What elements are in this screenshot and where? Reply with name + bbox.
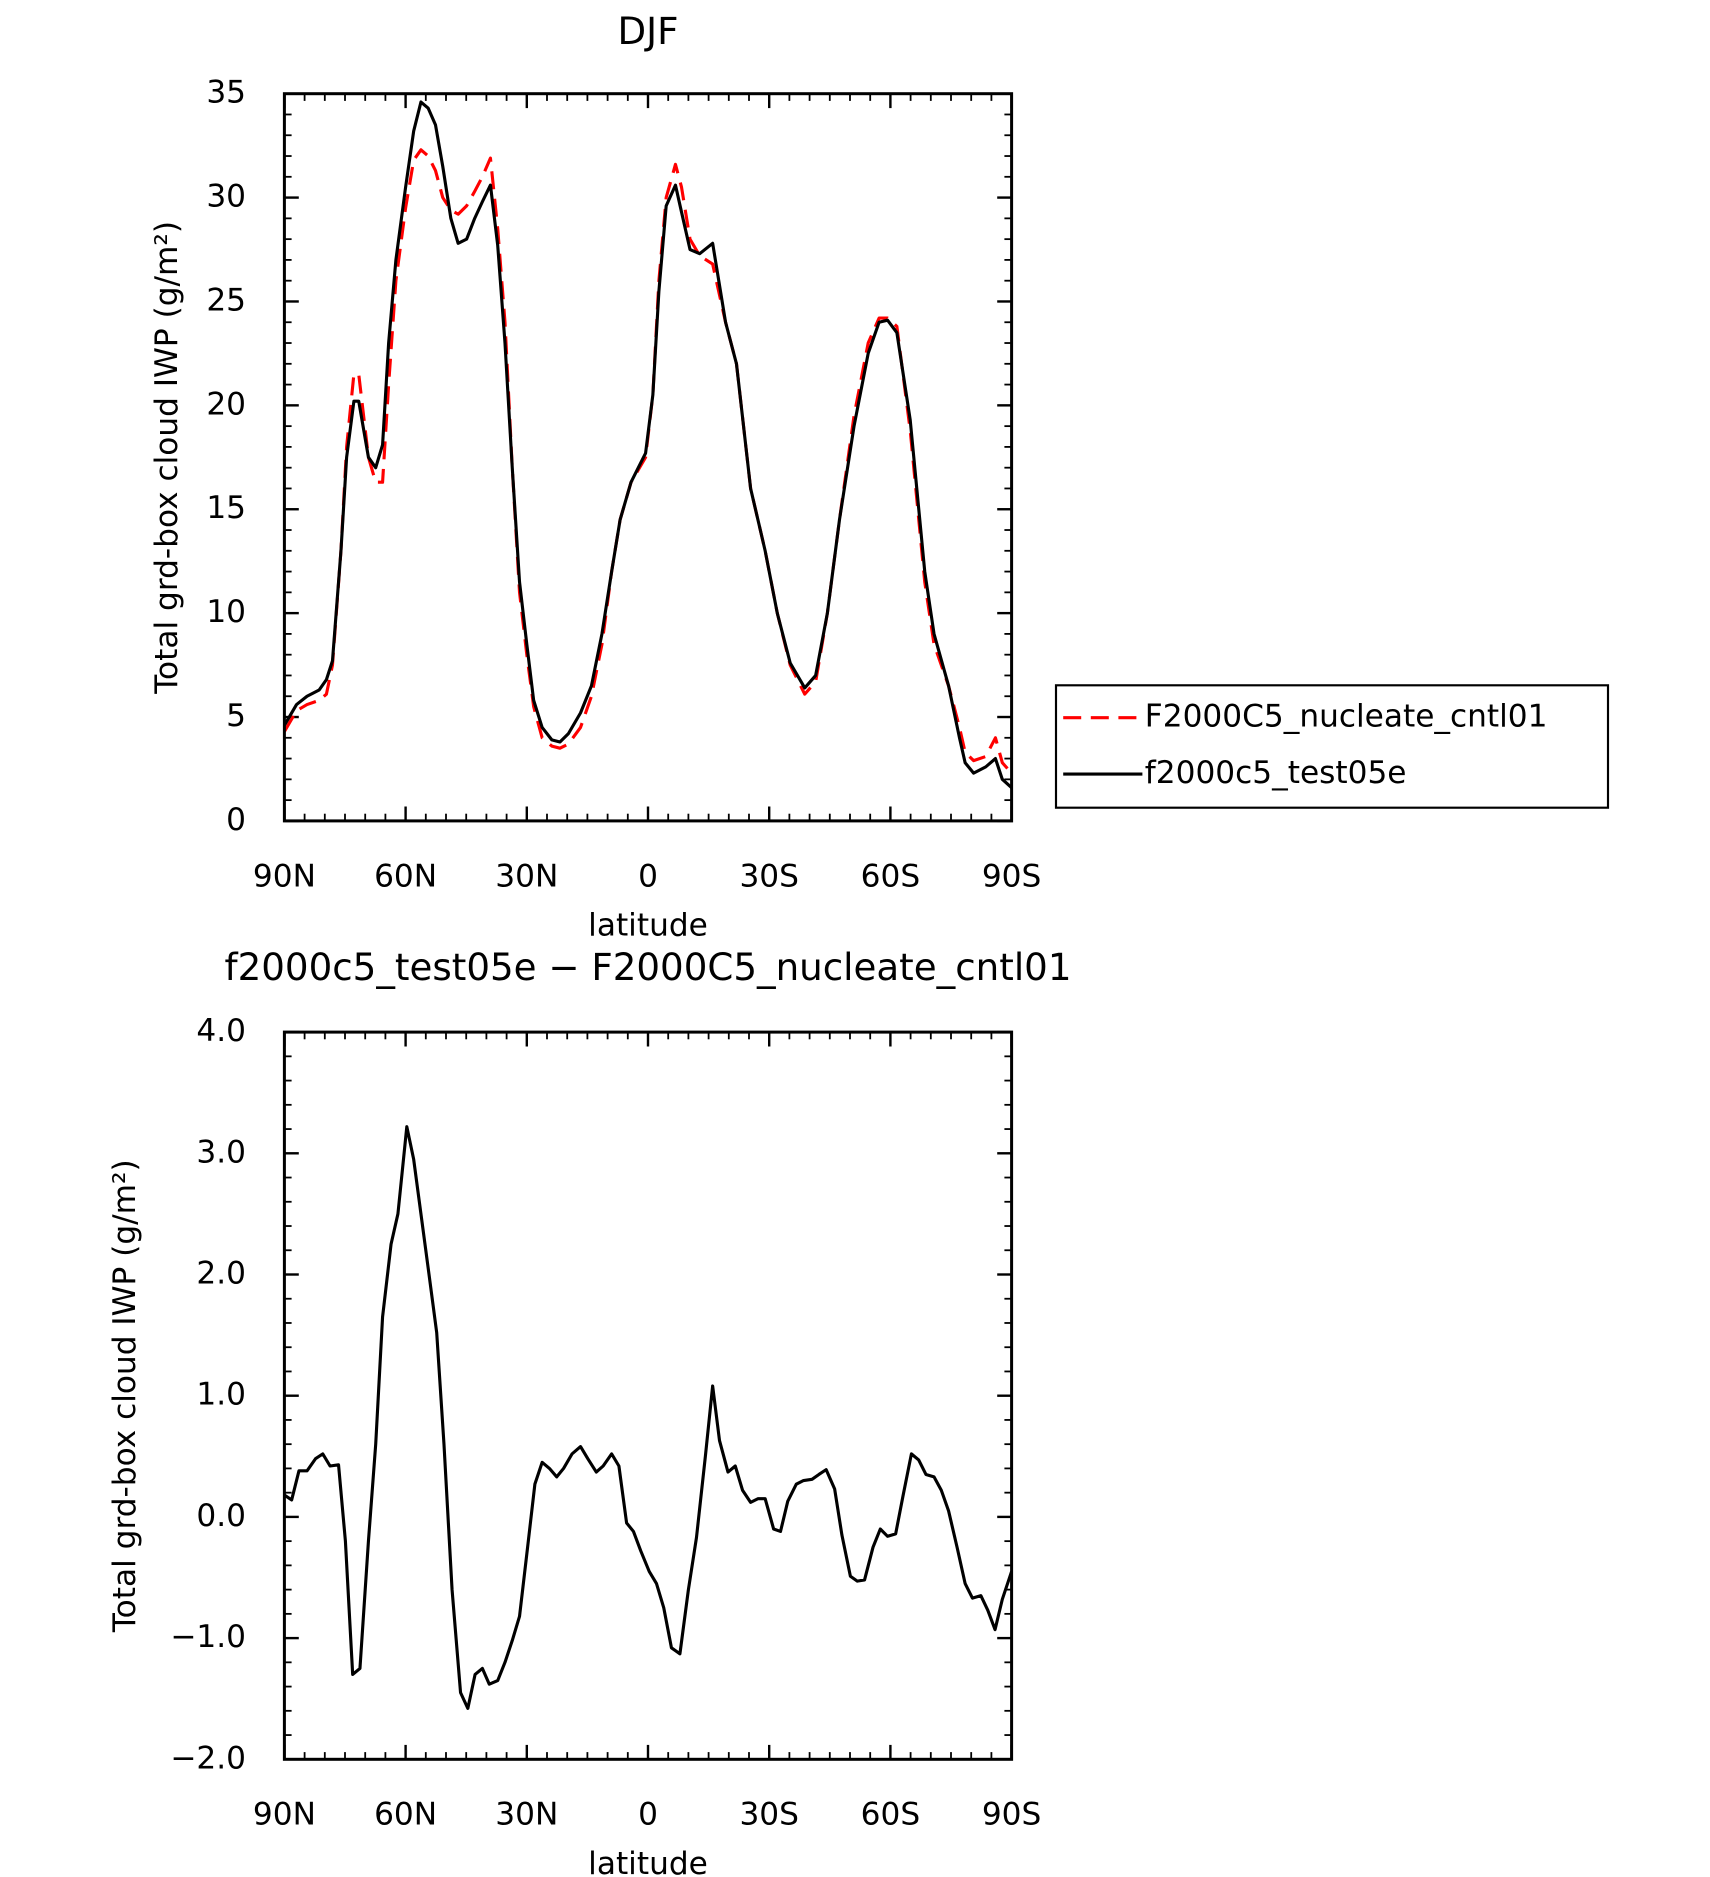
y-tick-label: 20 (206, 386, 246, 422)
x-tick-label: 60N (374, 858, 437, 894)
y-tick-label: 0.0 (196, 1498, 246, 1534)
y-tick-label: 3.0 (196, 1134, 246, 1170)
x-tick-label: 30N (495, 1797, 558, 1833)
y-tick-label: 0 (226, 802, 246, 838)
x-tick-label: 60N (374, 1797, 437, 1833)
x-tick-label: 60S (861, 1797, 920, 1833)
y-tick-label: −2.0 (170, 1740, 246, 1776)
x-tick-label: 90N (253, 1797, 316, 1833)
y-tick-label: 10 (206, 594, 246, 630)
x-axis-label: latitude (588, 1846, 708, 1877)
y-tick-label: 2.0 (196, 1256, 246, 1292)
x-tick-label: 30N (495, 858, 558, 894)
y-tick-label: 4.0 (196, 1013, 246, 1049)
x-tick-label: 90N (253, 858, 316, 894)
legend-label: f2000c5_test05e (1145, 755, 1407, 791)
y-axis-label: Total grd-box cloud IWP (g/m²) (149, 221, 185, 695)
x-tick-label: 90S (982, 858, 1041, 894)
data-line (283, 1125, 1014, 1710)
y-tick-label: 30 (206, 179, 246, 215)
plot-frame (282, 92, 1014, 823)
y-axis-label: Total grd-box cloud IWP (g/m²) (107, 1159, 143, 1633)
y-tick-label: 1.0 (196, 1377, 246, 1413)
y-tick-label: −1.0 (170, 1619, 246, 1655)
plot-frame (282, 1030, 1014, 1761)
x-tick-label: 0 (638, 1797, 658, 1833)
y-tick-label: 35 (206, 75, 246, 111)
chart-title: DJF (618, 9, 679, 53)
y-tick-label: 5 (226, 698, 246, 734)
data-line (283, 100, 1013, 789)
y-tick-label: 25 (206, 282, 246, 318)
legend-box (1054, 684, 1610, 809)
chart-title: f2000c5_test05e − F2000C5_nucleate_cntl0… (225, 945, 1072, 989)
x-tick-label: 60S (861, 858, 920, 894)
y-tick-label: 15 (206, 490, 246, 526)
legend-label: F2000C5_nucleate_cntl01 (1145, 699, 1548, 735)
x-tick-label: 30S (739, 1797, 798, 1833)
data-line (283, 148, 1013, 775)
x-tick-label: 90S (982, 1797, 1041, 1833)
x-tick-label: 0 (638, 858, 658, 894)
x-axis-label: latitude (588, 908, 708, 944)
x-tick-label: 30S (739, 858, 798, 894)
